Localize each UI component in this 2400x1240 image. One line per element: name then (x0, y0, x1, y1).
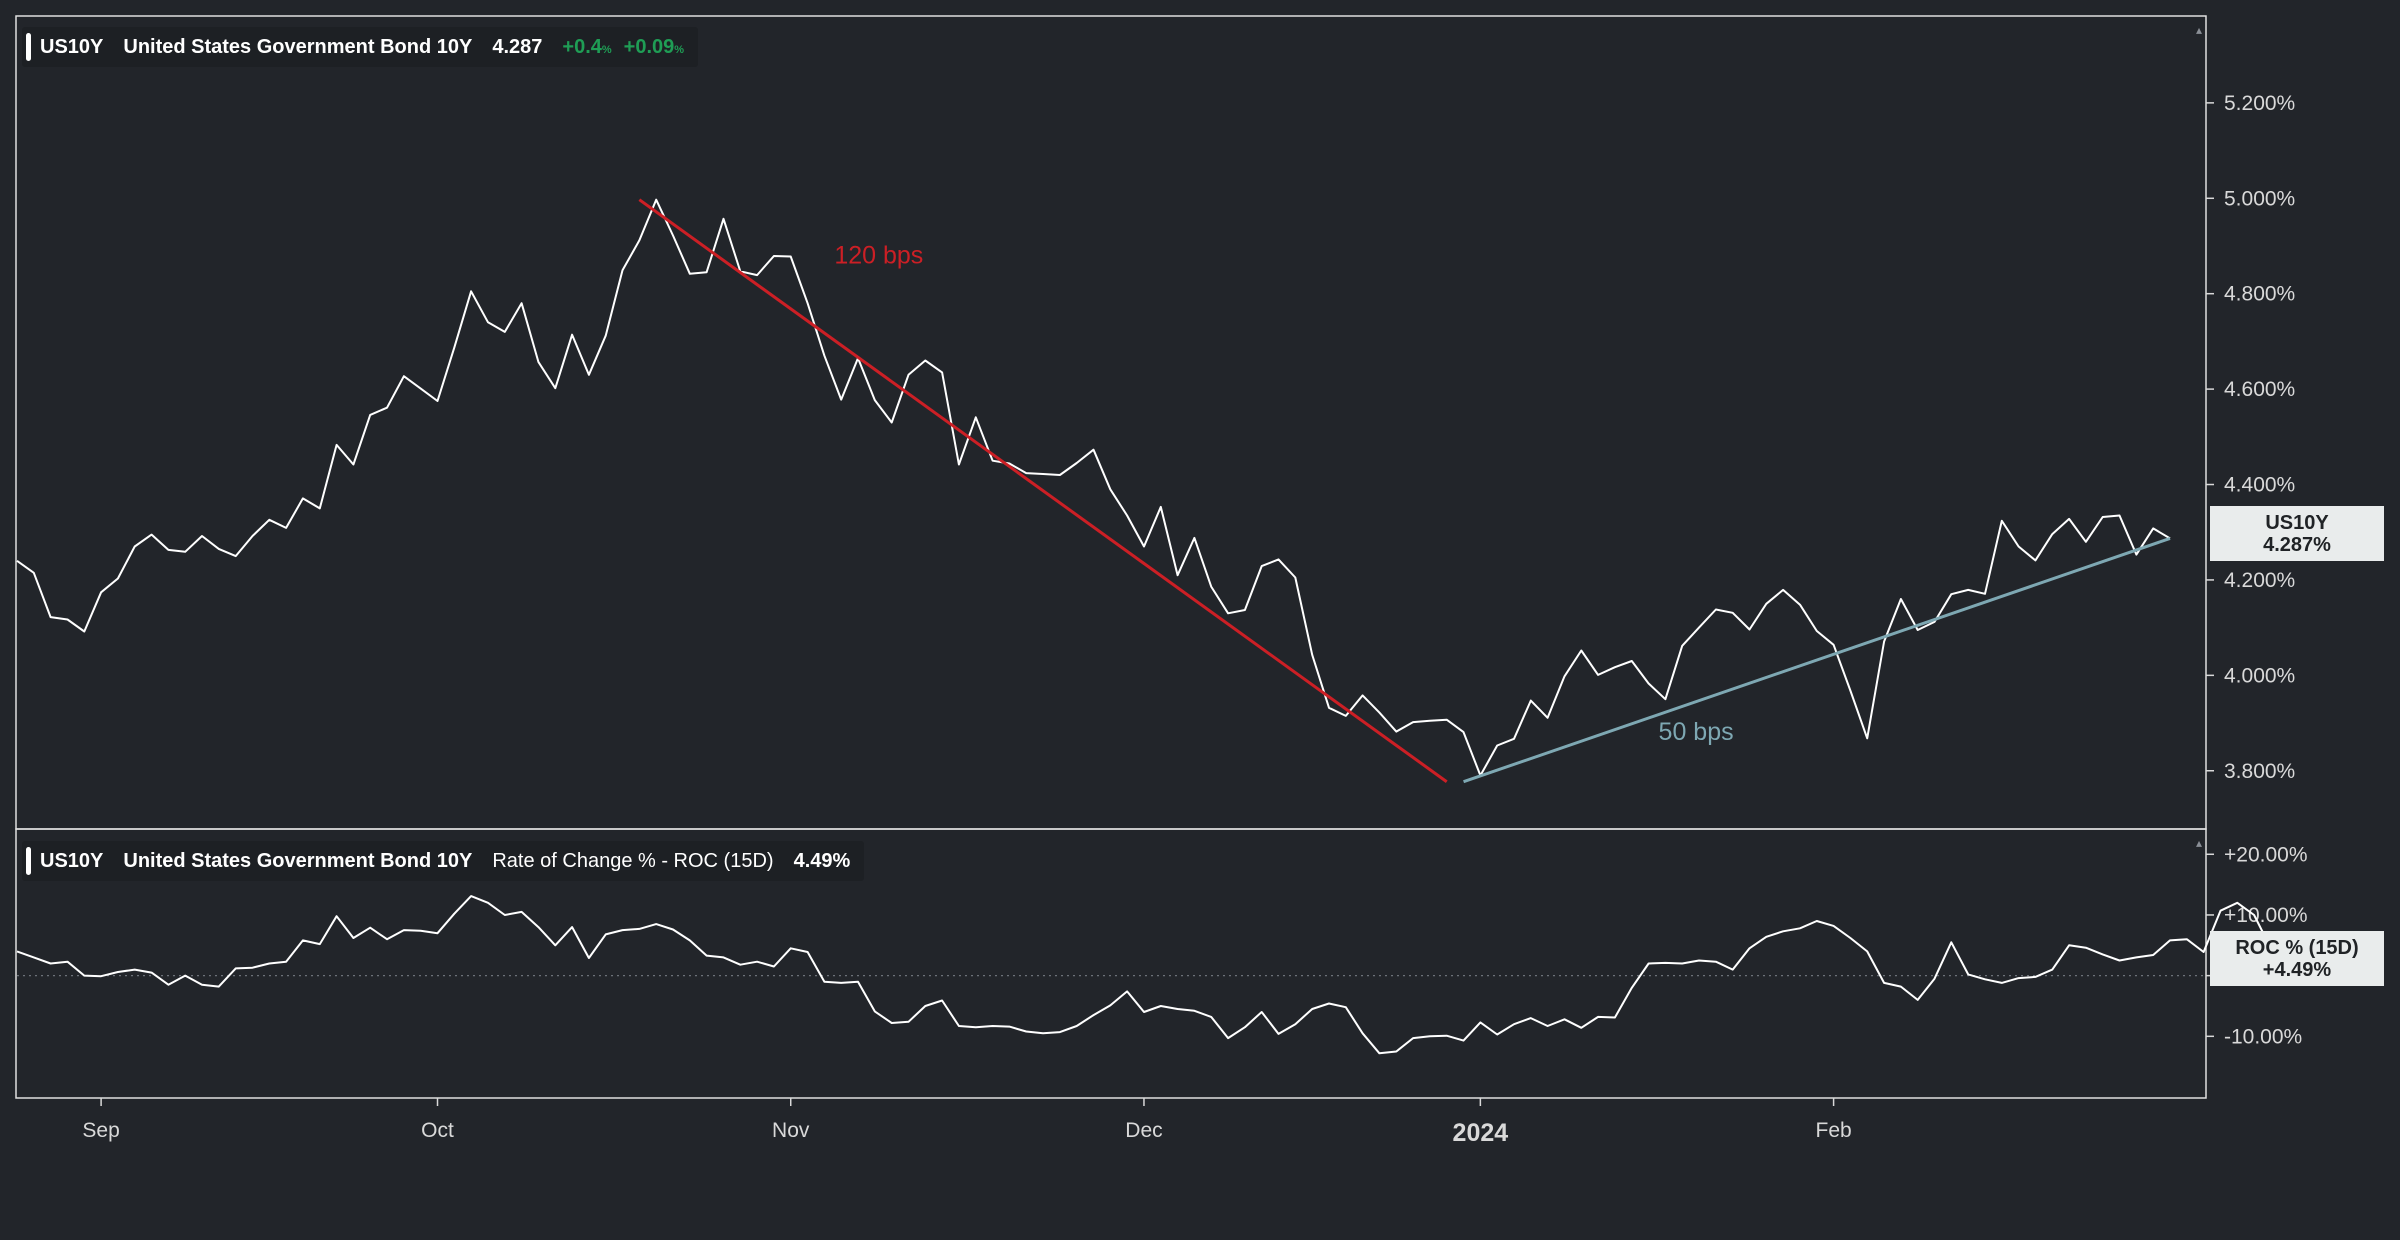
price-y-tick-label: 3.800% (2224, 760, 2295, 783)
roc-legend-value: 4.49% (793, 849, 851, 872)
roc-panel-corner-marker: ▴ (2196, 836, 2202, 850)
x-tick-label: Nov (772, 1119, 810, 1142)
price-y-tick-label: 4.400% (2224, 474, 2295, 497)
x-tick-label: Oct (421, 1119, 454, 1142)
legend-symbol: US10Y (40, 35, 104, 58)
legend-change-pct: +0.4% (562, 35, 612, 58)
price-y-tick-label: 4.800% (2224, 283, 2295, 306)
roc-y-tick-label: +10.00% (2224, 904, 2308, 927)
roc-legend-symbol: US10Y (40, 849, 104, 872)
roc-panel-border (15, 828, 2207, 1099)
legend-last-price: 4.287 (492, 35, 543, 58)
price-tag-value: 4.287% (2263, 534, 2331, 556)
time-x-axis[interactable]: Sep Oct Nov Dec 2024 Feb (82, 1098, 1852, 1147)
price-panel-corner-marker: ▴ (2196, 23, 2202, 37)
legend-instrument-name: United States Government Bond 10Y (123, 35, 473, 58)
price-y-tick-label: 5.200% (2224, 92, 2295, 115)
downtrend-label: 120 bps (834, 242, 923, 270)
price-panel-border (15, 15, 2207, 830)
price-tag-symbol: US10Y (2265, 512, 2329, 534)
price-y-tick-label: 4.600% (2224, 378, 2295, 401)
roc-plot-area[interactable] (16, 895, 2272, 1055)
roc-tag-label: ROC % (15D) (2235, 937, 2359, 959)
price-last-value-tag: US10Y 4.287% (2210, 506, 2384, 561)
legend-handle[interactable] (26, 33, 31, 61)
price-y-tick-label: 4.000% (2224, 664, 2295, 687)
x-tick-label: 2024 (1453, 1119, 1509, 1147)
price-y-tick-label: 4.200% (2224, 569, 2295, 592)
price-y-axis[interactable]: 5.200% 5.000% 4.800% 4.600% 4.400% 4.200% 4.00… (2206, 92, 2295, 783)
legend-change-abs: +0.09% (623, 35, 685, 58)
price-y-tick-label: 5.000% (2224, 187, 2295, 210)
price-plot-area[interactable] (16, 198, 2171, 777)
downtrend-line[interactable] (638, 198, 1448, 783)
roc-y-tick-label: -10.00% (2224, 1025, 2302, 1048)
x-tick-label: Dec (1125, 1119, 1162, 1142)
roc-tag-value: +4.49% (2262, 959, 2332, 981)
uptrend-line[interactable] (1463, 537, 2171, 784)
legend-change: +0.4% +0.09% (562, 36, 684, 59)
roc-last-value-tag: ROC % (15D) +4.49% (2210, 931, 2384, 986)
x-tick-label: Sep (82, 1119, 119, 1142)
x-tick-label: Feb (1816, 1119, 1852, 1142)
price-series-line[interactable] (16, 198, 2171, 777)
trendline-layer[interactable]: 120 bps 50 bps (638, 198, 2171, 784)
roc-y-tick-label: +20.00% (2224, 843, 2308, 866)
roc-series-line[interactable] (16, 895, 2272, 1055)
uptrend-label: 50 bps (1659, 718, 1734, 746)
roc-legend-indicator: Rate of Change % - ROC (15D) (492, 849, 774, 872)
price-legend[interactable]: US10Y United States Government Bond 10Y … (22, 27, 699, 67)
roc-legend-instrument-name: United States Government Bond 10Y (123, 849, 473, 872)
legend-handle[interactable] (26, 847, 31, 875)
roc-legend[interactable]: US10Y United States Government Bond 10Y … (22, 841, 865, 881)
